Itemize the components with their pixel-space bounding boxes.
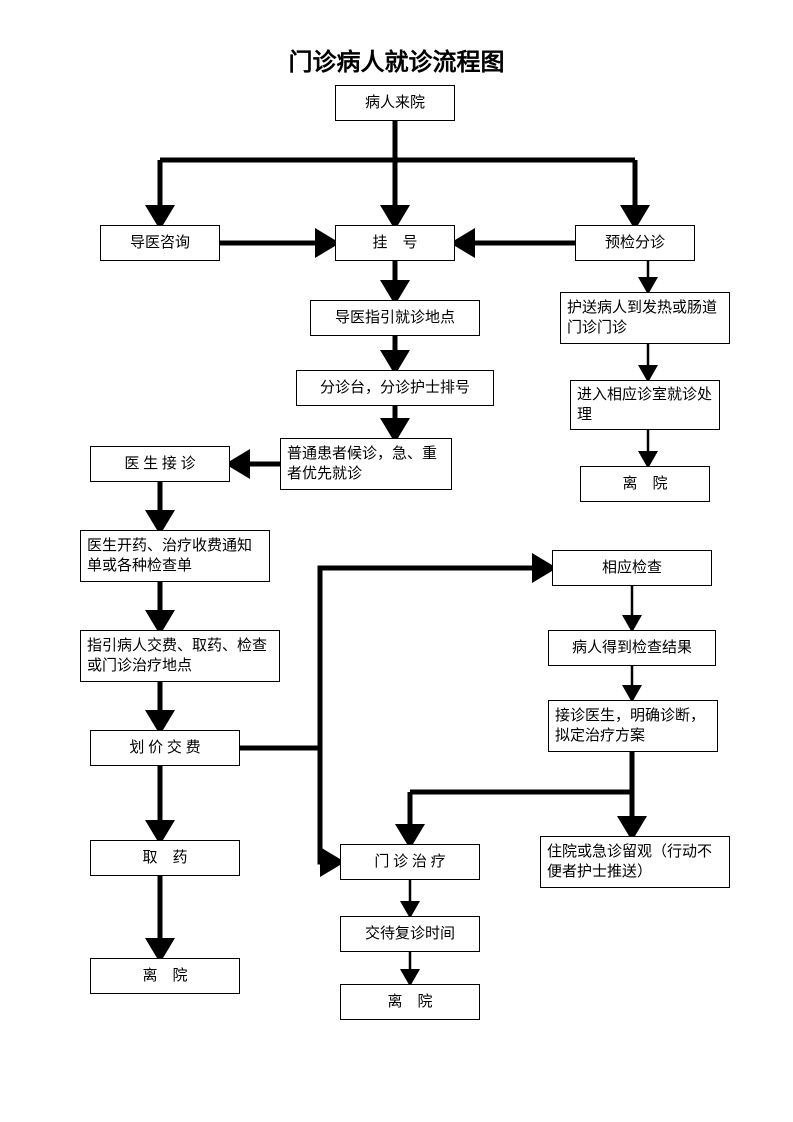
edge xyxy=(240,568,552,748)
node-n_desk: 分诊台，分诊护士排号 xyxy=(296,370,494,406)
node-n_register: 挂 号 xyxy=(335,225,455,261)
node-n_admit: 住院或急诊留观（行动不便者护士推送） xyxy=(540,836,730,888)
node-n_diagnose: 接诊医生，明确诊断，拟定治疗方案 xyxy=(548,700,718,752)
node-n_room: 进入相应诊室就诊处理 xyxy=(570,380,720,430)
node-n_prescribe: 医生开药、治疗收费通知单或各种检查单 xyxy=(80,530,270,582)
node-n_guidepay: 指引病人交费、取药、检查或门诊治疗地点 xyxy=(80,630,280,682)
edge xyxy=(320,748,340,862)
node-n_leave3: 离 院 xyxy=(340,984,480,1020)
node-n_guide: 导医指引就诊地点 xyxy=(310,300,480,336)
node-n_wait: 普通患者候诊，急、重者优先就诊 xyxy=(280,438,452,490)
node-n_leave1: 离 院 xyxy=(580,466,710,502)
flowchart-page: 门诊病人就诊流程图 病人来院导医咨询 挂 号 预检分诊导医指引就诊地点 护送病人到发热… xyxy=(0,0,793,1122)
node-n_treat: 门 诊 治 疗 xyxy=(340,844,480,880)
node-n_escort: 护送病人到发热或肠道门诊门诊 xyxy=(560,292,730,344)
page-title: 门诊病人就诊流程图 xyxy=(0,42,793,77)
node-n_result: 病人得到检查结果 xyxy=(548,630,716,666)
node-n_triage: 预检分诊 xyxy=(575,225,695,261)
node-n_followup: 交待复诊时间 xyxy=(340,916,480,952)
node-n_leave2: 离 院 xyxy=(90,958,240,994)
node-n_examine: 相应检查 xyxy=(552,550,712,586)
node-n_consult: 导医咨询 xyxy=(100,225,220,261)
node-n_arrive: 病人来院 xyxy=(335,85,455,121)
node-n_meds: 取 药 xyxy=(90,840,240,876)
node-n_pay: 划 价 交 费 xyxy=(90,730,240,766)
node-n_doctor: 医 生 接 诊 xyxy=(90,446,230,482)
